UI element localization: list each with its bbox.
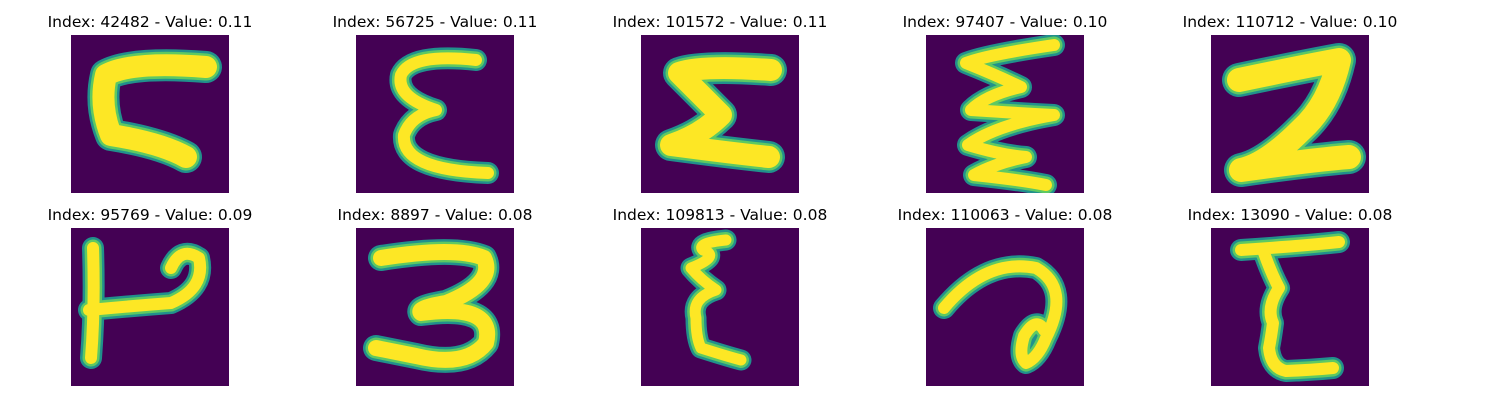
digit-stroke xyxy=(960,39,1060,191)
digit-stroke xyxy=(83,242,207,364)
digit-stroke-graphic xyxy=(389,47,499,184)
digit-stroke-graphic xyxy=(363,239,501,373)
digit-stroke xyxy=(1235,236,1345,377)
digit-stroke xyxy=(1227,48,1361,182)
digit-stroke-graphic xyxy=(655,52,787,173)
panel-title: Index: 95769 - Value: 0.09 xyxy=(47,206,253,224)
digit-stroke-graphic xyxy=(680,229,752,371)
digit-stroke xyxy=(685,234,747,366)
digit-image xyxy=(71,35,229,193)
digit-stroke-graphic xyxy=(78,237,212,369)
digit-image xyxy=(71,228,229,386)
panel-title: Index: 42482 - Value: 0.11 xyxy=(47,13,253,31)
digit-image xyxy=(1211,35,1369,193)
digit-image xyxy=(641,228,799,386)
digit-image xyxy=(641,35,799,193)
panel-title: Index: 110063 - Value: 0.08 xyxy=(897,206,1113,224)
digit-stroke xyxy=(394,52,494,179)
panel-title: Index: 101572 - Value: 0.11 xyxy=(612,13,828,31)
digit-stroke xyxy=(938,260,1063,369)
digit-image xyxy=(1211,228,1369,386)
digit-stroke-graphic xyxy=(1222,43,1366,187)
digit-stroke-graphic xyxy=(955,35,1065,193)
digit-image xyxy=(356,35,514,193)
digit-stroke xyxy=(92,54,217,168)
digit-stroke-graphic xyxy=(1230,231,1350,382)
panel-title: Index: 109813 - Value: 0.08 xyxy=(612,206,828,224)
digit-stroke xyxy=(1230,231,1350,382)
digit-stroke-graphic xyxy=(933,255,1068,374)
digit-image xyxy=(926,35,1084,193)
panel-title: Index: 56725 - Value: 0.11 xyxy=(332,13,538,31)
digit-image xyxy=(356,228,514,386)
digit-stroke xyxy=(368,244,496,368)
digit-image xyxy=(926,228,1084,386)
digit-stroke-graphic xyxy=(87,49,222,173)
panel-title: Index: 110712 - Value: 0.10 xyxy=(1182,13,1398,31)
digit-stroke xyxy=(660,57,782,168)
panel-title: Index: 97407 - Value: 0.10 xyxy=(902,13,1108,31)
panel-title: Index: 8897 - Value: 0.08 xyxy=(337,206,533,224)
panel-title: Index: 13090 - Value: 0.08 xyxy=(1187,206,1393,224)
